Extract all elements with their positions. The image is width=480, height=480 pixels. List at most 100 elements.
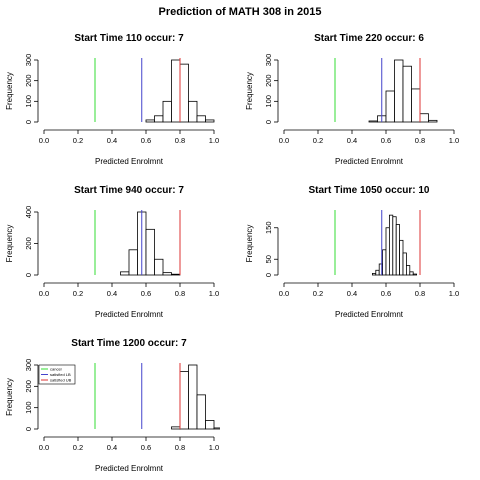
y-tick-label: 200 xyxy=(24,74,33,87)
legend-box xyxy=(38,364,76,385)
x-tick-label: 0.6 xyxy=(141,136,151,145)
x-tick-label: 1.0 xyxy=(449,136,459,145)
histogram-bar xyxy=(171,426,181,430)
histogram-bar xyxy=(145,119,155,123)
histogram-panel-1: Start Time 110 occur: 7 0.0 0.2 0.4 0.6 0.8 1.… xyxy=(5,33,219,166)
legend-label: cancel xyxy=(50,367,62,372)
histogram-bar xyxy=(399,239,404,276)
x-tick-label: 0.0 xyxy=(39,136,49,145)
panel-title: Start Time 220 occur: 6 xyxy=(314,33,424,44)
y-tick-label: 0 xyxy=(264,120,273,124)
y-axis-label: Frequency xyxy=(5,72,14,110)
histogram-bar xyxy=(411,88,421,123)
x-tick-label: 0.2 xyxy=(73,289,83,298)
histogram-bar xyxy=(179,370,189,430)
histogram-bar xyxy=(205,420,215,430)
histogram-bar xyxy=(402,65,412,123)
y-tick-label: 0 xyxy=(24,427,33,431)
y-tick-label: 300 xyxy=(264,54,273,67)
histogram-bar xyxy=(196,115,206,123)
histogram-panel-3: Start Time 940 occur: 7 0.0 0.2 0.4 0.6 0.8 1.… xyxy=(5,185,219,319)
histogram-bar xyxy=(394,59,404,123)
panel-title: Start Time 940 occur: 7 xyxy=(74,185,184,196)
x-axis-label: Predicted Enrolmnt xyxy=(335,310,404,319)
x-tick-label: 0.8 xyxy=(175,443,185,452)
histogram-panel-4: Start Time 1050 occur: 10 0.0 0.2 0.4 0.6 0.8… xyxy=(245,185,459,319)
x-tick-label: 0.2 xyxy=(313,289,323,298)
y-tick-label: 0 xyxy=(24,273,33,277)
y-tick-label: 150 xyxy=(264,221,273,234)
y-tick-label: 0 xyxy=(264,273,273,277)
y-tick-label: 100 xyxy=(264,95,273,108)
y-tick-label: 300 xyxy=(24,359,33,372)
plot-region xyxy=(94,363,220,430)
x-tick-label: 0.4 xyxy=(347,136,357,145)
x-axis-label: Predicted Enrolmnt xyxy=(95,310,164,319)
y-tick-label: 100 xyxy=(24,401,33,414)
histogram-bar xyxy=(402,252,407,276)
x-tick-label: 0.0 xyxy=(39,443,49,452)
histogram-bar xyxy=(154,115,164,123)
histogram-bar xyxy=(162,272,172,276)
histogram-bar xyxy=(409,271,414,276)
histogram-bar xyxy=(145,228,155,276)
x-tick-label: 0.8 xyxy=(175,136,185,145)
x-axis-label: Predicted Enrolmnt xyxy=(95,464,164,473)
plot-region xyxy=(334,210,421,276)
panel-title: Start Time 110 occur: 7 xyxy=(74,33,184,44)
x-tick-label: 0.4 xyxy=(107,289,117,298)
legend-label: satisfied UB xyxy=(50,378,72,383)
y-axis-label: Frequency xyxy=(245,72,254,110)
histogram-bar xyxy=(128,249,138,276)
histogram-panel-2: Start Time 220 occur: 6 0.0 0.2 0.4 0.6 0.8 1.… xyxy=(245,33,459,166)
histogram-panel-5: Start Time 1200 occur: 7 0.0 0.2 0.4 0.6 0.8 1… xyxy=(5,338,220,473)
histogram-bar xyxy=(120,271,130,276)
y-tick-label: 200 xyxy=(24,380,33,393)
panel-title: Start Time 1050 occur: 10 xyxy=(309,185,430,196)
y-axis-label: Frequency xyxy=(5,378,14,416)
y-tick-label: 300 xyxy=(24,54,33,67)
x-tick-label: 0.6 xyxy=(141,289,151,298)
histogram-bar xyxy=(171,273,181,276)
histogram-bar xyxy=(162,100,172,123)
histogram-bar xyxy=(419,113,429,123)
histogram-bar xyxy=(371,273,377,276)
x-tick-label: 0.0 xyxy=(279,289,289,298)
histogram-bar xyxy=(213,427,220,430)
histogram-bar xyxy=(375,269,380,276)
histogram-bar xyxy=(405,265,411,276)
histogram-bar xyxy=(196,394,206,430)
x-tick-label: 0.6 xyxy=(141,443,151,452)
histogram-bar xyxy=(205,119,215,123)
y-axis-label: Frequency xyxy=(245,225,254,263)
x-tick-label: 1.0 xyxy=(209,443,219,452)
legend-label: satisfied LB xyxy=(50,372,71,377)
x-axis-label: Predicted Enrolmnt xyxy=(335,157,404,166)
y-axis-label: Frequency xyxy=(5,225,14,263)
x-tick-label: 0.8 xyxy=(415,289,425,298)
histogram-bar xyxy=(388,214,394,276)
histogram-bar xyxy=(188,100,198,123)
histogram-bar xyxy=(428,119,438,123)
x-tick-label: 0.2 xyxy=(73,136,83,145)
histogram-bar xyxy=(392,216,397,276)
histogram-bar xyxy=(188,364,198,430)
histogram-bar xyxy=(382,249,387,276)
y-tick-label: 200 xyxy=(264,74,273,87)
histogram-bar xyxy=(412,273,418,276)
x-tick-label: 0.4 xyxy=(107,136,117,145)
x-tick-label: 0.6 xyxy=(381,289,391,298)
x-tick-label: 1.0 xyxy=(449,289,459,298)
x-tick-label: 0.8 xyxy=(175,289,185,298)
histogram-bar xyxy=(395,224,401,276)
histogram-bar xyxy=(385,227,390,276)
x-tick-label: 0.2 xyxy=(313,136,323,145)
x-tick-label: 1.0 xyxy=(209,289,219,298)
histogram-bar xyxy=(171,59,181,123)
y-tick-label: 50 xyxy=(264,255,273,263)
x-tick-label: 0.6 xyxy=(381,136,391,145)
x-tick-label: 0.8 xyxy=(415,136,425,145)
x-axis-label: Predicted Enrolmnt xyxy=(95,157,164,166)
histogram-bar xyxy=(368,120,378,123)
